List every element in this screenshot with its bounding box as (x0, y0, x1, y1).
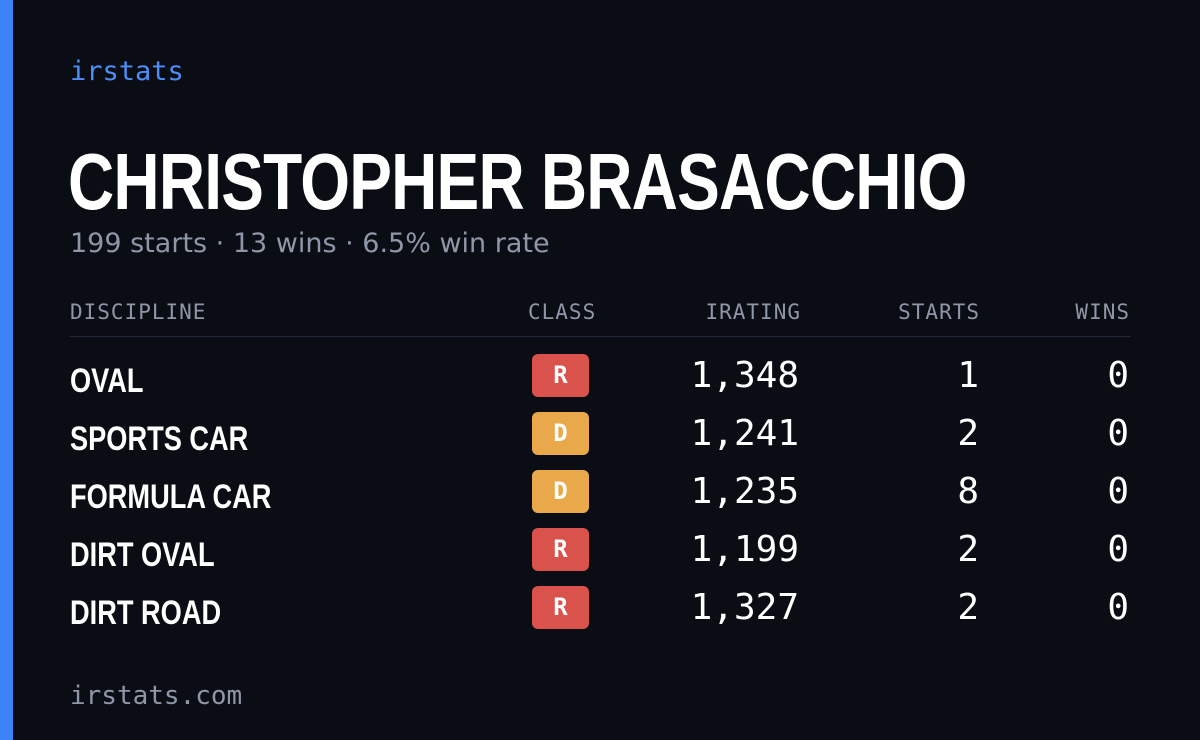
wins-value: 0 (1107, 529, 1129, 570)
footer-url[interactable]: irstats.com (70, 681, 243, 711)
table-row: SPORTS CAR D 1,241 2 0 (70, 410, 1131, 468)
irating-value: 1,241 (690, 413, 799, 454)
discipline-name: OVAL (70, 362, 144, 400)
column-header-starts: STARTS (898, 300, 980, 324)
starts-value: 2 (957, 587, 979, 628)
irating-value: 1,235 (690, 471, 799, 512)
discipline-name: DIRT OVAL (70, 536, 215, 574)
table-row: FORMULA CAR D 1,235 8 0 (70, 468, 1131, 526)
starts-value: 2 (957, 413, 979, 454)
column-header-wins: WINS (1075, 300, 1130, 324)
starts-value: 1 (957, 355, 979, 396)
irating-value: 1,199 (690, 529, 799, 570)
wins-value: 0 (1107, 355, 1129, 396)
column-header-discipline: DISCIPLINE (70, 300, 207, 324)
table-row: DIRT ROAD R 1,327 2 0 (70, 584, 1131, 642)
license-class-badge: R (532, 528, 589, 571)
driver-summary: 199 starts · 13 wins · 6.5% win rate (70, 228, 550, 259)
table-body: OVAL R 1,348 1 0 SPORTS CAR D 1,241 2 0 … (70, 352, 1131, 642)
discipline-name: SPORTS CAR (70, 420, 249, 458)
license-class-badge: D (532, 412, 589, 455)
column-header-irating: IRATING (705, 300, 801, 324)
wins-value: 0 (1107, 587, 1129, 628)
discipline-name: FORMULA CAR (70, 478, 272, 516)
license-class-badge: R (532, 354, 589, 397)
driver-name: CHRISTOPHER BRASACCHIO (68, 137, 967, 226)
discipline-name: DIRT ROAD (70, 594, 222, 632)
wins-value: 0 (1107, 471, 1129, 512)
column-header-class: CLASS (528, 300, 597, 324)
license-class-badge: D (532, 470, 589, 513)
wins-value: 0 (1107, 413, 1129, 454)
table-header: DISCIPLINE CLASS IRATING STARTS WINS (70, 296, 1131, 337)
brand-logo[interactable]: irstats (70, 56, 184, 87)
license-class-badge: R (532, 586, 589, 629)
accent-bar (0, 0, 13, 740)
starts-value: 2 (957, 529, 979, 570)
starts-value: 8 (957, 471, 979, 512)
table-row: DIRT OVAL R 1,199 2 0 (70, 526, 1131, 584)
table-row: OVAL R 1,348 1 0 (70, 352, 1131, 410)
irating-value: 1,327 (690, 587, 799, 628)
stats-table: DISCIPLINE CLASS IRATING STARTS WINS OVA… (70, 296, 1131, 632)
irating-value: 1,348 (690, 355, 799, 396)
